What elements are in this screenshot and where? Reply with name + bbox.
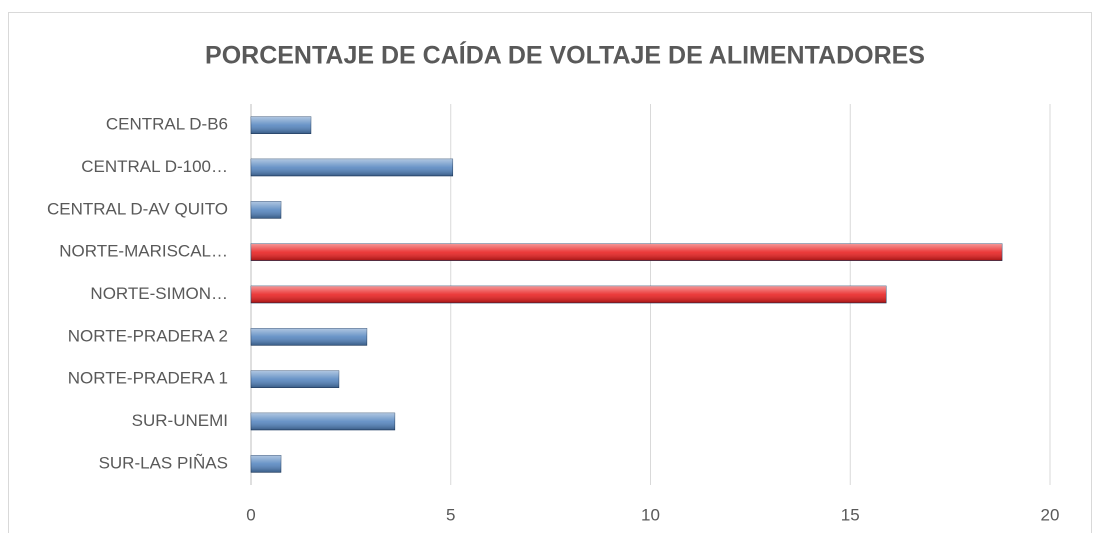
bar-shine: [251, 116, 311, 134]
x-tick-label: 5: [446, 505, 455, 524]
x-tick-label: 0: [246, 505, 255, 524]
bar-shine: [251, 370, 339, 388]
y-tick-label: NORTE-PRADERA 2: [68, 326, 228, 345]
chart-frame: [8, 12, 1092, 533]
bar-shine: [251, 455, 281, 473]
y-tick-label: NORTE-SIMON…: [90, 284, 228, 303]
chart-title: PORCENTAJE DE CAÍDA DE VOLTAJE DE ALIMEN…: [205, 41, 925, 70]
y-tick-label: SUR-UNEMI: [132, 411, 228, 430]
y-tick-label: CENTRAL D-100…: [81, 157, 228, 176]
x-tick-label: 15: [841, 505, 860, 524]
bar-shine: [251, 286, 887, 303]
y-tick-label: CENTRAL D-B6: [106, 115, 228, 134]
y-tick-label: SUR-LAS PIÑAS: [99, 453, 228, 472]
x-tick-label: 20: [1041, 505, 1060, 524]
bar-shine: [251, 243, 1003, 261]
bar-shine: [251, 201, 281, 219]
bar-shine: [251, 413, 395, 430]
bar-shine: [251, 328, 367, 346]
x-tick-label: 10: [641, 505, 660, 524]
y-tick-label: NORTE-MARISCAL…: [59, 242, 228, 261]
bar-shine: [251, 159, 453, 176]
y-tick-label: NORTE-PRADERA 1: [68, 369, 228, 388]
y-tick-label: CENTRAL D-AV QUITO: [47, 199, 228, 218]
